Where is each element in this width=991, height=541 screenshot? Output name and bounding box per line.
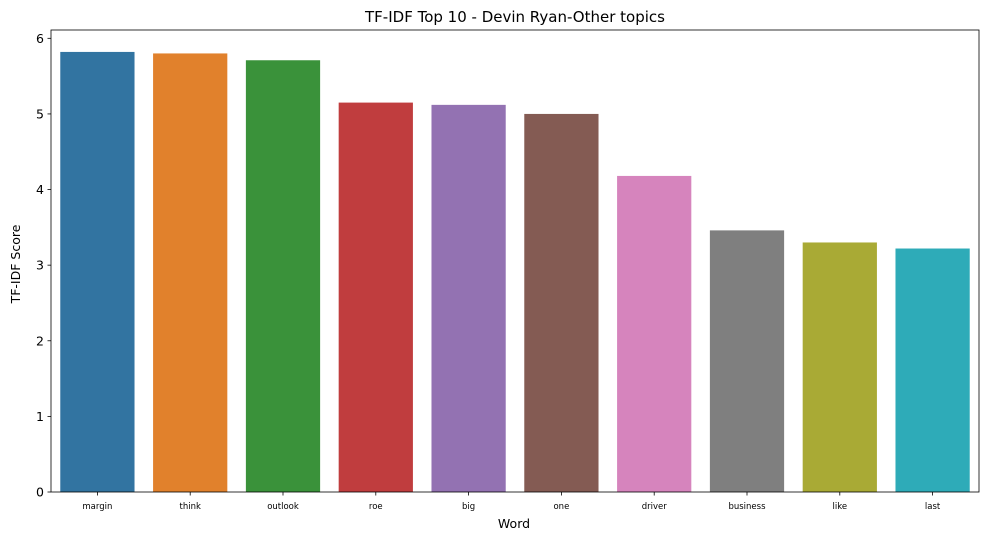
y-tick-label: 4 [36, 182, 44, 197]
x-tick-label: think [179, 502, 200, 512]
chart-title: TF-IDF Top 10 - Devin Ryan-Other topics [364, 8, 665, 26]
y-tick-label: 0 [36, 485, 44, 500]
y-axis-label: TF-IDF Score [8, 224, 23, 304]
x-axis: margin think outlook roe big one driver busines… [82, 492, 941, 512]
bar-business [709, 230, 785, 492]
y-axis: 0 1 2 3 4 5 6 [36, 31, 51, 500]
bar-roe [338, 102, 413, 492]
x-tick-label: roe [369, 502, 383, 512]
bar-margin [60, 51, 135, 493]
y-tick-label: 3 [36, 258, 44, 273]
y-tick-label: 6 [36, 31, 44, 46]
x-axis-label: Word [498, 516, 530, 531]
x-tick-label: one [553, 502, 569, 512]
x-tick-label: big [462, 502, 475, 512]
bars [60, 51, 970, 493]
y-tick-label: 5 [36, 106, 44, 121]
bar-last [895, 248, 970, 492]
x-tick-label: like [833, 502, 848, 512]
y-tick-label: 1 [36, 409, 44, 424]
x-tick-label: outlook [267, 502, 299, 512]
plot-frame [50, 29, 980, 493]
x-tick-label: last [925, 502, 941, 512]
bar-one [524, 113, 599, 493]
bar-big [431, 104, 506, 493]
x-tick-label: margin [82, 502, 112, 512]
bar-think [153, 53, 228, 492]
y-tick-label: 2 [36, 333, 44, 348]
x-tick-label: business [728, 502, 766, 512]
bar-outlook [245, 60, 321, 492]
x-tick-label: driver [642, 502, 668, 512]
bar-driver [617, 175, 692, 492]
bar-like [802, 242, 877, 492]
